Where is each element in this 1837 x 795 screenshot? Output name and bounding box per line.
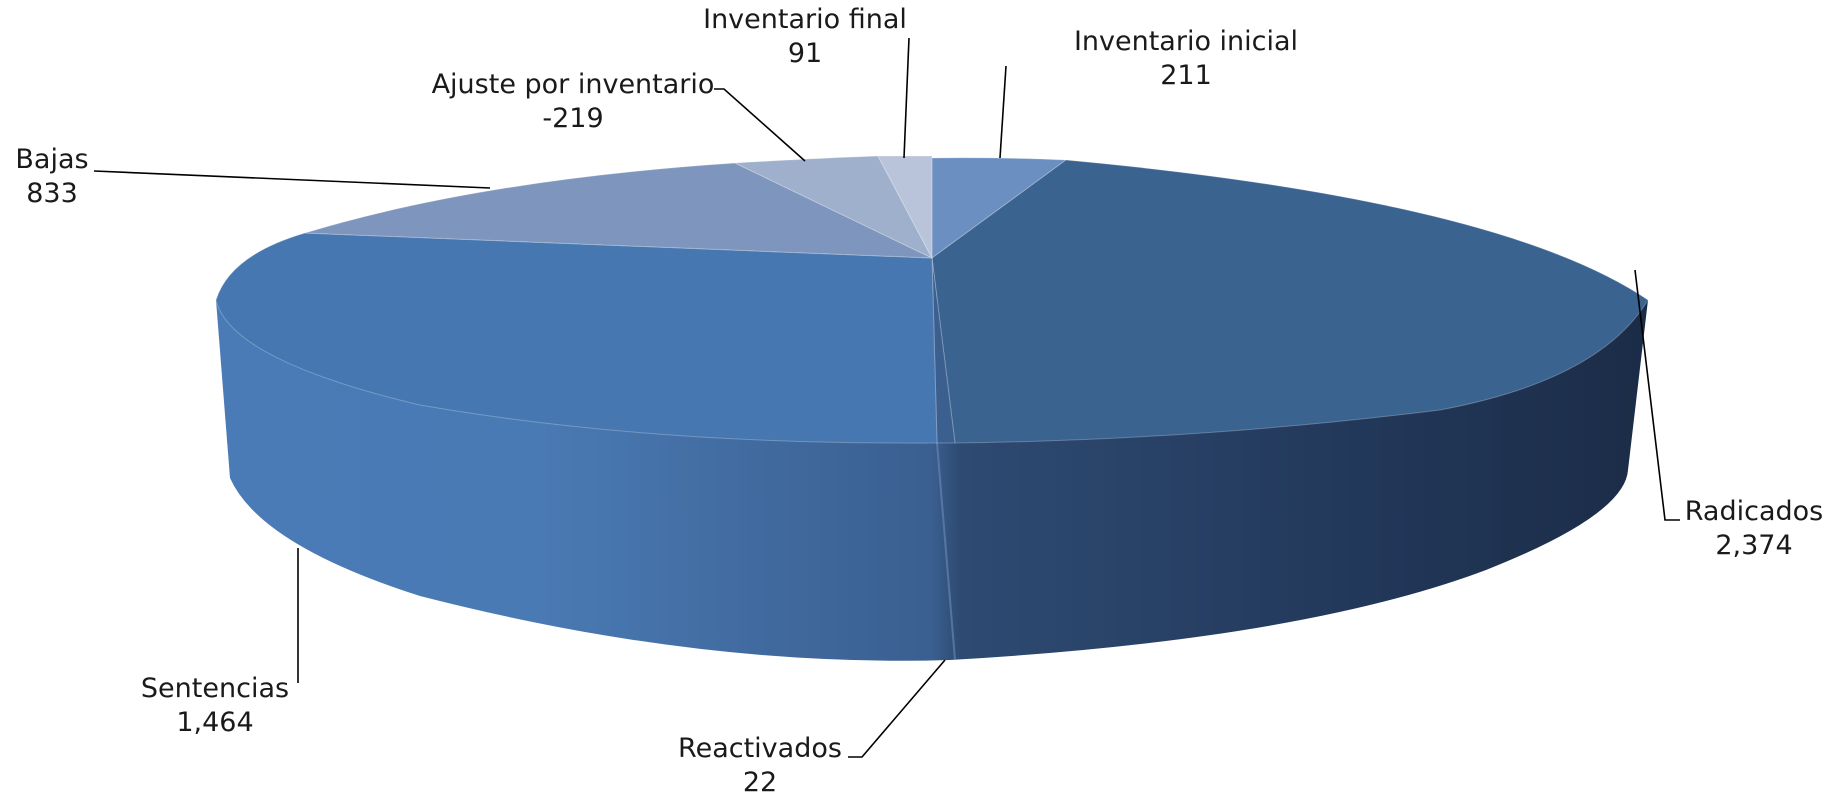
pie-side-seam bbox=[936, 442, 956, 661]
slice-label-sentencias: Sentencias bbox=[141, 673, 289, 704]
slice-value-radicados: 2,374 bbox=[1715, 530, 1792, 561]
slice-value-bajas: 833 bbox=[26, 178, 78, 209]
slice-value-sentencias: 1,464 bbox=[176, 707, 253, 738]
slice-label-radicados: Radicados bbox=[1685, 496, 1823, 527]
slice-label-ajuste-inventario: Ajuste por inventario bbox=[432, 69, 715, 100]
slice-value-reactivados: 22 bbox=[743, 767, 777, 795]
slice-label-inventario-final: Inventario final bbox=[703, 4, 907, 35]
slice-radicados bbox=[931, 159, 1649, 444]
leader-line-inventario-final bbox=[903, 37, 910, 159]
slice-value-inventario-inicial: 211 bbox=[1160, 60, 1212, 91]
slice-value-inventario-final: 91 bbox=[788, 38, 822, 69]
slice-bajas bbox=[304, 162, 933, 259]
slice-inventario-final bbox=[877, 155, 933, 259]
slice-sentencias bbox=[215, 232, 938, 444]
slice-label-bajas: Bajas bbox=[15, 144, 88, 175]
slice-ajuste-inventario bbox=[733, 155, 934, 260]
slice-label-inventario-inicial: Inventario inicial bbox=[1074, 26, 1298, 57]
leader-line-inventario-inicial bbox=[999, 65, 1007, 159]
leader-line-ajuste-inventario bbox=[714, 88, 806, 162]
leader-line-bajas bbox=[93, 170, 491, 189]
leader-line-radicados bbox=[1634, 269, 1680, 521]
slice-label-reactivados: Reactivados bbox=[678, 733, 842, 764]
leader-line-reactivados bbox=[848, 659, 946, 758]
slice-inventario-inicial bbox=[931, 157, 1068, 259]
slice-value-ajuste-inventario: -219 bbox=[542, 103, 603, 134]
